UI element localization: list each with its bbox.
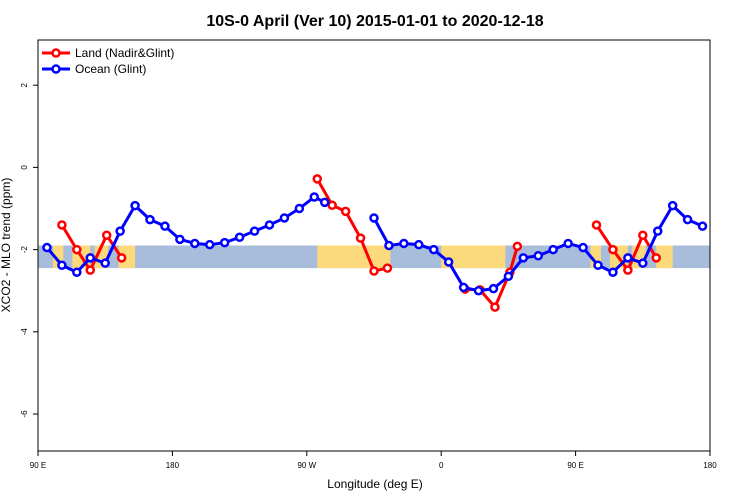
data-point (443, 257, 454, 267)
series-layer (42, 174, 708, 312)
data-point (204, 239, 215, 250)
data-point (667, 200, 678, 211)
y-axis-label: XCO2 - MLO trend (ppm) (0, 178, 13, 313)
data-point (638, 258, 648, 268)
data-point (512, 241, 523, 252)
y-tick-label: 0 (20, 165, 29, 170)
legend-item: Ocean (Glint) (42, 62, 146, 76)
data-point (382, 263, 393, 273)
x-tick-label: 90 W (297, 461, 316, 470)
land-area (52, 245, 64, 269)
data-point (160, 221, 170, 231)
data-point (548, 244, 558, 255)
data-point (697, 221, 708, 231)
data-point (85, 265, 96, 275)
land-area (118, 245, 136, 269)
data-point (190, 238, 200, 249)
legend-marker (51, 64, 61, 74)
data-point (312, 174, 323, 184)
data-point (488, 283, 499, 294)
data-point (116, 253, 127, 263)
land-area (441, 245, 506, 269)
legend-marker (51, 48, 61, 58)
data-point (264, 220, 275, 230)
data-point (428, 244, 439, 255)
data-point (57, 260, 67, 270)
y-tick-label: 2 (20, 82, 29, 87)
data-point (72, 267, 82, 277)
data-point (115, 226, 125, 236)
y-tick-label: -2 (20, 246, 29, 254)
data-point (399, 238, 409, 249)
y-tick-label: -4 (20, 328, 29, 336)
data-point (340, 206, 351, 217)
data-point (518, 253, 529, 263)
data-point (294, 203, 305, 214)
data-point (608, 267, 618, 277)
data-point (309, 192, 320, 202)
data-point (234, 232, 245, 243)
data-point (145, 214, 155, 225)
data-point (652, 226, 663, 236)
legend-label: Ocean (Glint) (75, 62, 146, 76)
data-point (593, 260, 603, 270)
legend: Land (Nadir&Glint) Ocean (Glint) (42, 46, 174, 76)
data-point (100, 258, 110, 268)
data-point (563, 238, 573, 249)
data-point (327, 200, 337, 210)
x-axis-label: Longitude (deg E) (327, 477, 422, 491)
x-tick-label: 180 (703, 461, 717, 470)
x-tick-label: 180 (166, 461, 180, 470)
plot-frame (37, 39, 711, 452)
data-point (414, 239, 424, 250)
x-tick-label: 90 E (567, 461, 583, 470)
land-area (317, 245, 391, 269)
x-tick-label: 90 E (30, 461, 46, 470)
legend-item: Land (Nadir&Glint) (42, 46, 174, 60)
series-ocean (42, 192, 708, 296)
data-point (85, 253, 96, 263)
data-point (473, 285, 484, 296)
x-tick-label: 0 (439, 461, 444, 470)
data-point (384, 240, 394, 251)
legend-label: Land (Nadir&Glint) (75, 46, 174, 60)
data-point (623, 253, 633, 263)
data-point (42, 242, 52, 253)
data-point (638, 230, 648, 240)
x-axis: 90 E 180 90 W 0 90 E 180 (30, 451, 717, 470)
data-point (369, 266, 379, 276)
data-point (503, 271, 514, 282)
data-point (319, 197, 330, 208)
data-point (369, 213, 379, 223)
data-point (578, 242, 588, 253)
chart-title: 10S-0 April (Ver 10) 2015-01-01 to 2020-… (206, 13, 543, 30)
data-point (651, 253, 661, 263)
data-point (101, 230, 112, 240)
y-axis: 2 0 -2 -4 -6 (20, 82, 38, 418)
series-land (57, 174, 661, 312)
data-point (72, 244, 82, 255)
land-area (590, 245, 601, 269)
data-point (682, 214, 693, 225)
data-point (175, 234, 185, 245)
data-point (249, 226, 260, 236)
data-point (57, 220, 67, 230)
y-tick-label: -6 (20, 410, 29, 418)
data-point (458, 282, 469, 293)
data-point (623, 265, 633, 275)
data-point (608, 244, 618, 255)
data-point (591, 220, 602, 230)
land-area (656, 245, 673, 269)
data-point (279, 213, 290, 223)
data-point (355, 233, 366, 243)
data-point (490, 302, 500, 312)
data-point (130, 200, 140, 211)
data-point (219, 237, 230, 248)
data-point (533, 251, 544, 261)
